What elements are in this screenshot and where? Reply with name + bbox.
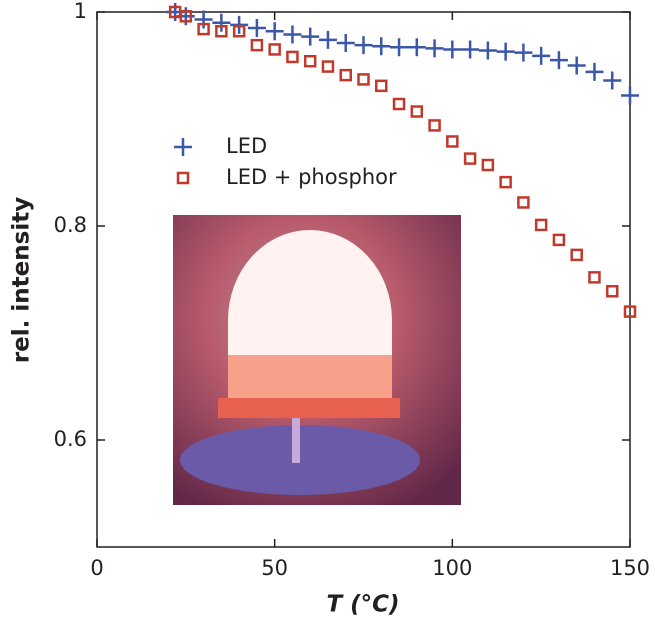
data-point	[215, 25, 228, 38]
data-point	[339, 68, 352, 82]
legend-marker	[176, 171, 190, 185]
data-point	[390, 38, 409, 57]
data-point	[588, 271, 601, 284]
data-point	[318, 30, 337, 49]
data-point	[478, 41, 497, 60]
data-point	[517, 196, 530, 209]
data-point	[375, 79, 388, 93]
data-point	[230, 15, 249, 34]
y-tick-label: 0.8	[54, 213, 87, 237]
data-point	[301, 27, 320, 46]
data-point	[481, 158, 495, 172]
data-point	[268, 43, 281, 56]
data-point	[357, 73, 370, 86]
y-tick-label: 0.6	[54, 427, 87, 451]
x-tick-label: 0	[90, 556, 103, 580]
data-point	[197, 22, 210, 36]
x-tick-label: 50	[261, 556, 288, 580]
data-point	[303, 54, 317, 68]
data-point	[605, 285, 619, 298]
data-point	[407, 38, 426, 57]
data-point	[463, 152, 477, 165]
data-point	[552, 233, 566, 247]
data-point	[392, 97, 406, 111]
data-point	[549, 51, 568, 70]
legend-label: LED + phosphor	[226, 165, 397, 189]
data-point	[428, 119, 441, 132]
data-point	[283, 25, 302, 44]
x-axis-title: T (°C)	[326, 592, 399, 618]
data-point	[514, 43, 533, 62]
data-point	[534, 218, 548, 232]
data-point	[461, 40, 480, 59]
data-point	[410, 105, 424, 118]
y-tick-label: 1	[74, 0, 87, 23]
data-point	[585, 62, 604, 81]
data-point	[194, 10, 213, 29]
legend-marker	[174, 138, 192, 156]
legend-label: LED	[226, 134, 267, 158]
data-point	[532, 46, 551, 65]
data-point	[354, 36, 373, 55]
data-point	[212, 13, 231, 32]
y-axis-title: rel. intensity	[9, 197, 35, 363]
data-point	[336, 34, 355, 53]
data-point	[499, 175, 512, 189]
data-point	[496, 42, 515, 61]
plot-frame	[96, 11, 631, 548]
data-point	[603, 71, 622, 90]
data-point	[372, 37, 391, 56]
data-point	[179, 10, 193, 23]
data-point	[232, 25, 246, 38]
data-point	[443, 40, 462, 59]
data-point	[425, 39, 444, 58]
data-point	[446, 135, 459, 148]
data-point	[247, 19, 266, 38]
data-point	[570, 248, 583, 262]
data-point	[321, 60, 335, 73]
data-point	[621, 86, 639, 105]
data-point	[265, 22, 284, 41]
data-point	[567, 56, 586, 75]
inset-photo	[173, 215, 461, 505]
x-tick-label: 150	[610, 556, 650, 580]
x-tick-label: 100	[432, 556, 472, 580]
data-point	[286, 50, 299, 64]
data-point	[623, 305, 637, 318]
data-point	[250, 38, 264, 52]
